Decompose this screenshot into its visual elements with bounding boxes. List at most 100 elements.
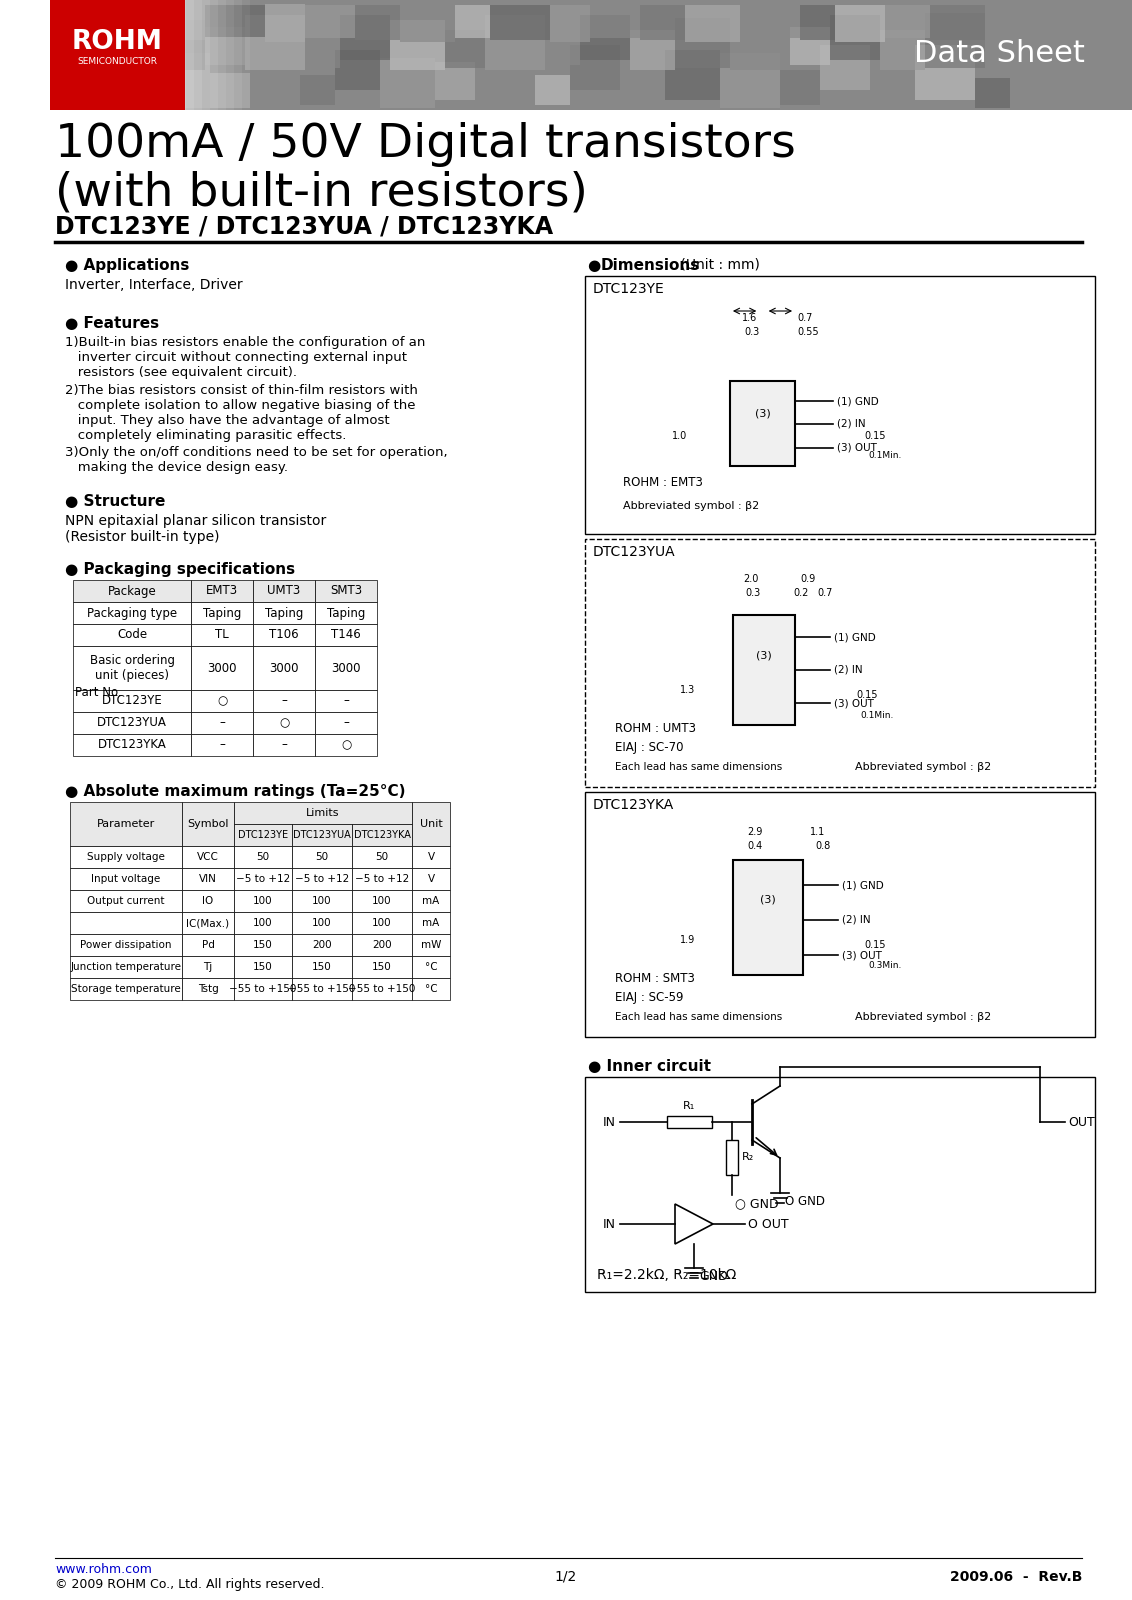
Bar: [151, 53, 211, 109]
Bar: [274, 0, 282, 110]
Bar: [354, 0, 362, 110]
Bar: [490, 5, 550, 40]
Bar: [931, 5, 985, 40]
Text: ● Inner circuit: ● Inner circuit: [588, 1059, 711, 1074]
Text: °C: °C: [424, 984, 437, 994]
Bar: [70, 955, 182, 978]
Text: Inverter, Interface, Driver: Inverter, Interface, Driver: [65, 278, 242, 291]
Bar: [306, 0, 314, 110]
Text: (3): (3): [760, 894, 775, 904]
Bar: [667, 1117, 712, 1128]
Bar: [335, 50, 380, 90]
Text: 100: 100: [372, 896, 392, 906]
Bar: [544, 35, 580, 66]
Text: 150: 150: [312, 962, 332, 971]
Text: 100: 100: [312, 918, 332, 928]
Bar: [292, 867, 352, 890]
Text: (2) IN: (2) IN: [842, 915, 871, 925]
Text: 100: 100: [372, 918, 392, 928]
Bar: [292, 955, 352, 978]
Bar: [182, 890, 234, 912]
Bar: [915, 45, 975, 99]
Bar: [730, 381, 795, 466]
Text: 1.3: 1.3: [680, 685, 696, 694]
Text: 0.2: 0.2: [794, 587, 808, 598]
Bar: [292, 978, 352, 1000]
Text: (with built-in resistors): (with built-in resistors): [55, 170, 588, 214]
Bar: [585, 792, 1095, 1037]
Bar: [191, 712, 252, 734]
Text: −55 to +150: −55 to +150: [289, 984, 355, 994]
Text: R₂: R₂: [741, 1152, 754, 1163]
Text: GND: GND: [698, 1270, 728, 1283]
Text: IO: IO: [203, 896, 214, 906]
Text: DTC123YE / DTC123YUA / DTC123YKA: DTC123YE / DTC123YUA / DTC123YKA: [55, 214, 554, 238]
Text: ● Structure: ● Structure: [65, 494, 165, 509]
Text: EMT3: EMT3: [206, 584, 238, 597]
Bar: [985, 40, 1020, 70]
Text: 1)Built-in bias resistors enable the configuration of an
   inverter circuit wit: 1)Built-in bias resistors enable the con…: [65, 336, 426, 379]
Bar: [412, 867, 451, 890]
Text: SMT3: SMT3: [329, 584, 362, 597]
Text: 3000: 3000: [332, 661, 361, 675]
Bar: [412, 934, 451, 955]
Text: (2) IN: (2) IN: [837, 419, 866, 429]
Bar: [664, 50, 720, 99]
Bar: [182, 934, 234, 955]
Text: 2009.06  -  Rev.B: 2009.06 - Rev.B: [950, 1570, 1082, 1584]
Text: °C: °C: [424, 962, 437, 971]
Bar: [550, 5, 590, 42]
Bar: [975, 78, 1010, 109]
Bar: [830, 14, 880, 59]
Bar: [400, 5, 455, 42]
Text: ● Features: ● Features: [65, 317, 160, 331]
Bar: [191, 690, 252, 712]
Text: mW: mW: [421, 939, 441, 950]
Bar: [292, 890, 352, 912]
Text: −5 to +12: −5 to +12: [354, 874, 409, 883]
Bar: [290, 0, 298, 110]
Text: EIAJ : SC-70: EIAJ : SC-70: [615, 741, 684, 754]
Text: ● Packaging specifications: ● Packaging specifications: [65, 562, 295, 578]
Text: ROHM: ROHM: [71, 29, 162, 54]
Text: DTC123YE: DTC123YE: [102, 694, 162, 707]
Text: Symbol: Symbol: [187, 819, 229, 829]
Bar: [585, 1077, 1095, 1293]
Text: 0.55: 0.55: [797, 326, 818, 338]
Bar: [252, 624, 315, 646]
Bar: [70, 867, 182, 890]
Bar: [205, 5, 265, 37]
Bar: [252, 602, 315, 624]
Bar: [191, 624, 252, 646]
Text: ○ GND: ○ GND: [735, 1197, 779, 1210]
Text: mA: mA: [422, 918, 439, 928]
Bar: [885, 5, 931, 38]
Text: DTC123YKA: DTC123YKA: [97, 739, 166, 752]
Bar: [182, 955, 234, 978]
Text: (Unit : mm): (Unit : mm): [676, 258, 760, 272]
Bar: [315, 734, 377, 757]
Bar: [191, 579, 252, 602]
Text: (2) IN: (2) IN: [834, 666, 863, 675]
Text: Dimensions: Dimensions: [601, 258, 701, 274]
Text: OUT: OUT: [1067, 1115, 1095, 1128]
Bar: [780, 70, 820, 106]
Bar: [412, 978, 451, 1000]
Bar: [191, 734, 252, 757]
Bar: [178, 0, 186, 110]
Bar: [182, 867, 234, 890]
Text: (3) OUT: (3) OUT: [834, 698, 874, 707]
Bar: [258, 0, 266, 110]
Bar: [590, 5, 640, 38]
Bar: [234, 978, 292, 1000]
Bar: [151, 5, 205, 40]
Text: www.rohm.com: www.rohm.com: [55, 1563, 152, 1576]
Bar: [315, 712, 377, 734]
Bar: [265, 3, 305, 42]
Text: 200: 200: [372, 939, 392, 950]
Bar: [194, 0, 201, 110]
Bar: [300, 75, 335, 106]
Text: V: V: [428, 874, 435, 883]
Text: (3): (3): [756, 650, 772, 659]
Text: Junction temperature: Junction temperature: [70, 962, 181, 971]
